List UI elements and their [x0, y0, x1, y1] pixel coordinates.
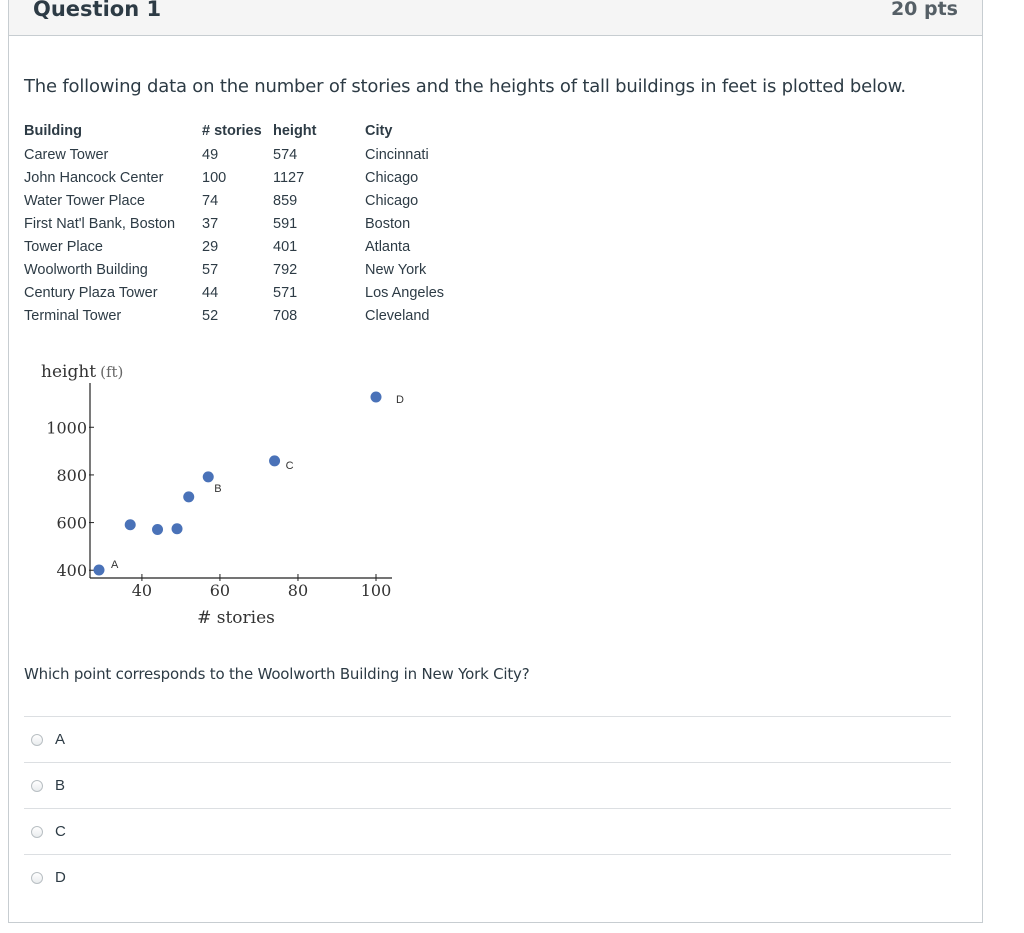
- data-point: [183, 491, 195, 503]
- city-cell: Cincinnati: [365, 146, 429, 163]
- x-tick-label: 100: [361, 581, 392, 600]
- x-tick-label: 40: [132, 581, 152, 600]
- building-cell: Water Tower Place: [24, 192, 145, 209]
- height-cell: 1127: [273, 169, 305, 186]
- question-prompt: The following data on the number of stor…: [24, 76, 906, 97]
- stories-cell: 100: [202, 169, 227, 186]
- stories-cell: 29: [202, 238, 219, 255]
- stories-cell: 74: [202, 192, 219, 209]
- table-body: Carew Tower 49 574 Cincinnati John Hancock C…: [24, 143, 475, 327]
- point-label-b: B: [214, 483, 221, 495]
- data-point: [93, 564, 105, 576]
- data-point: [171, 523, 183, 535]
- building-cell: Woolworth Building: [24, 261, 148, 278]
- building-cell: Carew Tower: [24, 146, 109, 163]
- stories-cell: 37: [202, 215, 219, 232]
- answer-option-c[interactable]: C: [24, 809, 951, 855]
- radio-button[interactable]: [31, 779, 43, 792]
- data-point: [152, 523, 164, 535]
- question-title: Question 1: [33, 0, 162, 21]
- scatter-plot: height (ft) 400 600 800 1000 40 60 80 100 # storie…: [41, 362, 404, 628]
- building-cell: Tower Place: [24, 238, 103, 255]
- question-points: 20 pts: [890, 0, 958, 20]
- building-cell: Century Plaza Tower: [24, 284, 158, 301]
- table-row: Woolworth Building 57 792 New York: [24, 258, 475, 281]
- quiz-question-card: Question 1 20 pts: [8, 0, 983, 923]
- answer-label: C: [55, 823, 66, 840]
- table-header-row: Building # stories height City: [24, 119, 475, 143]
- y-tick-label: 600: [56, 514, 87, 533]
- city-cell: Cleveland: [365, 307, 430, 324]
- table-row: First Nat'l Bank, Boston 37 591 Boston: [24, 212, 475, 235]
- table-row: Tower Place 29 401 Atlanta: [24, 235, 475, 258]
- height-cell: 708: [273, 307, 298, 324]
- answer-label: A: [55, 731, 66, 748]
- answer-label: D: [55, 869, 66, 886]
- point-label-a: A: [111, 559, 119, 571]
- answer-list: A B C D: [24, 716, 951, 900]
- column-header-building: Building: [24, 123, 82, 139]
- stories-cell: 57: [202, 261, 219, 278]
- y-tick-label: 400: [56, 561, 87, 580]
- height-cell: 859: [273, 192, 298, 209]
- y-axis-label-unit: (ft): [100, 363, 123, 381]
- radio-button[interactable]: [31, 733, 43, 746]
- height-cell: 591: [273, 215, 298, 232]
- y-axis-label-main: height: [41, 362, 96, 382]
- y-tick-label: 800: [56, 466, 87, 485]
- buildings-table: Building # stories height City Carew Tow…: [24, 119, 475, 327]
- y-axis-label: height (ft): [41, 362, 123, 382]
- question-header: Question 1 20 pts: [9, 0, 982, 36]
- data-point: [202, 471, 214, 483]
- answer-option-d[interactable]: D: [24, 855, 951, 900]
- answer-option-b[interactable]: B: [24, 763, 951, 809]
- x-tick-label: 60: [210, 581, 230, 600]
- stories-cell: 49: [202, 146, 219, 163]
- city-cell: Chicago: [365, 192, 419, 209]
- table-row: John Hancock Center 100 1127 Chicago: [24, 166, 475, 189]
- y-tick-label: 1000: [46, 418, 87, 437]
- table-row: Terminal Tower 52 708 Cleveland: [24, 304, 475, 327]
- data-point: [370, 391, 382, 403]
- column-header-stories: # stories: [202, 123, 262, 139]
- data-point: [124, 519, 136, 531]
- point-label-c: C: [286, 460, 294, 472]
- height-cell: 571: [273, 284, 298, 301]
- stories-cell: 44: [202, 284, 219, 301]
- column-header-height: height: [273, 123, 317, 139]
- answer-option-a[interactable]: A: [24, 717, 951, 763]
- table-row: Water Tower Place 74 859 Chicago: [24, 189, 475, 212]
- question-text: Which point corresponds to the Woolworth…: [24, 665, 530, 683]
- table-row: Carew Tower 49 574 Cincinnati: [24, 143, 475, 166]
- city-cell: Boston: [365, 215, 411, 232]
- building-cell: John Hancock Center: [24, 169, 164, 186]
- building-cell: Terminal Tower: [24, 307, 122, 324]
- point-label-d: D: [396, 394, 404, 406]
- column-header-city: City: [365, 123, 393, 139]
- height-cell: 792: [273, 261, 298, 278]
- x-axis-label: # stories: [197, 608, 275, 628]
- height-cell: 574: [273, 146, 298, 163]
- building-cell: First Nat'l Bank, Boston: [24, 215, 176, 232]
- radio-button[interactable]: [31, 825, 43, 838]
- answer-label: B: [55, 777, 66, 794]
- radio-button[interactable]: [31, 871, 43, 884]
- city-cell: New York: [365, 261, 427, 278]
- stories-cell: 52: [202, 307, 219, 324]
- x-tick-label: 80: [288, 581, 308, 600]
- data-point: [269, 455, 281, 467]
- height-cell: 401: [273, 238, 298, 255]
- city-cell: Chicago: [365, 169, 419, 186]
- city-cell: Los Angeles: [365, 284, 445, 301]
- city-cell: Atlanta: [365, 238, 411, 255]
- table-row: Century Plaza Tower 44 571 Los Angeles: [24, 281, 475, 304]
